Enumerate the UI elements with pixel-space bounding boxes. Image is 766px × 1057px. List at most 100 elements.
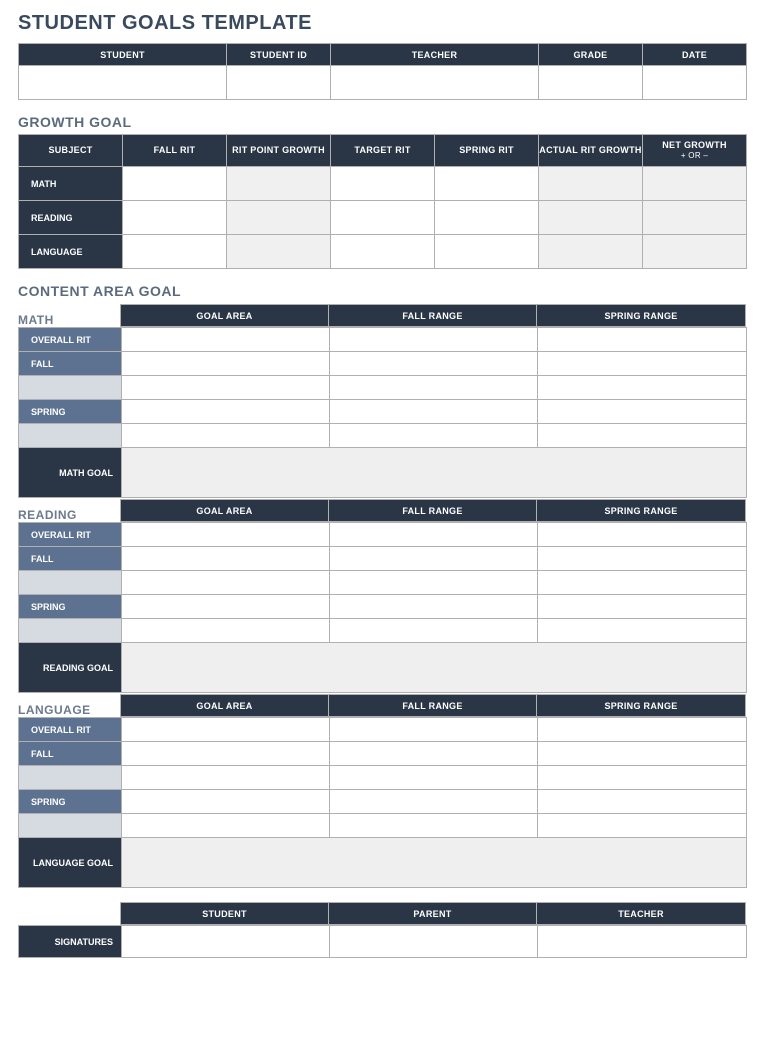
content-cell[interactable] [122, 814, 330, 838]
sig-cell-teacher[interactable] [538, 926, 747, 958]
content-cell[interactable] [538, 352, 747, 376]
growth-cell[interactable] [331, 235, 435, 269]
content-cell[interactable] [538, 376, 747, 400]
content-cell[interactable] [330, 400, 538, 424]
rowlabel-overall-rit: OVERALL RIT [19, 718, 122, 742]
net-growth-label: NET GROWTH [662, 140, 727, 150]
content-cell[interactable] [330, 523, 538, 547]
growth-cell[interactable] [539, 167, 643, 201]
content-cell[interactable] [122, 619, 330, 643]
growth-cell[interactable] [643, 235, 747, 269]
content-language-block: LANGUAGE GOAL AREA FALL RANGE SPRING RAN… [18, 693, 748, 888]
content-cell[interactable] [122, 742, 330, 766]
growth-cell[interactable] [123, 201, 227, 235]
language-goal-cell[interactable] [122, 838, 747, 888]
info-cell-grade[interactable] [539, 66, 643, 100]
content-cell[interactable] [330, 790, 538, 814]
content-cell[interactable] [122, 424, 330, 448]
reading-goal-cell[interactable] [122, 643, 747, 693]
content-cell[interactable] [538, 595, 747, 619]
content-cell[interactable] [122, 790, 330, 814]
content-cell[interactable] [330, 742, 538, 766]
content-cell[interactable] [330, 595, 538, 619]
growth-cell[interactable] [227, 201, 331, 235]
info-cell-student-id[interactable] [227, 66, 331, 100]
content-cell[interactable] [330, 547, 538, 571]
growth-cell[interactable] [539, 201, 643, 235]
growth-cell[interactable] [643, 201, 747, 235]
content-cell[interactable] [538, 619, 747, 643]
subject-title-language: LANGUAGE [18, 703, 121, 717]
content-cell[interactable] [122, 328, 330, 352]
growth-cell[interactable] [331, 167, 435, 201]
content-cell[interactable] [330, 619, 538, 643]
content-cell[interactable] [330, 352, 538, 376]
growth-cell[interactable] [435, 201, 539, 235]
content-body-math: OVERALL RIT FALL SPRING MATH GOAL [18, 327, 747, 498]
rowlabel-spring: SPRING [19, 400, 122, 424]
growth-cell[interactable] [435, 235, 539, 269]
content-cell[interactable] [330, 571, 538, 595]
growth-rowlabel-reading: READING [19, 201, 123, 235]
info-header-student: STUDENT [19, 44, 227, 66]
growth-cell[interactable] [123, 167, 227, 201]
info-header-date: DATE [643, 44, 747, 66]
growth-header-subject: SUBJECT [19, 135, 123, 167]
growth-cell[interactable] [435, 167, 539, 201]
growth-cell[interactable] [227, 235, 331, 269]
content-cell[interactable] [538, 400, 747, 424]
growth-rowlabel-language: LANGUAGE [19, 235, 123, 269]
growth-rowlabel-math: MATH [19, 167, 123, 201]
content-cell[interactable] [330, 718, 538, 742]
content-header-spring-range: SPRING RANGE [537, 695, 746, 717]
growth-cell[interactable] [331, 201, 435, 235]
content-cell[interactable] [122, 766, 330, 790]
content-cell[interactable] [122, 523, 330, 547]
content-cell[interactable] [538, 790, 747, 814]
growth-cell[interactable] [123, 235, 227, 269]
rowlabel-fall: FALL [19, 742, 122, 766]
info-cell-teacher[interactable] [331, 66, 539, 100]
rowlabel-fall: FALL [19, 352, 122, 376]
content-cell[interactable] [538, 424, 747, 448]
rowlabel-blank [19, 424, 122, 448]
content-cell[interactable] [538, 742, 747, 766]
content-header-fall-range: FALL RANGE [329, 305, 537, 327]
content-cell[interactable] [122, 595, 330, 619]
growth-cell[interactable] [643, 167, 747, 201]
signatures-label: SIGNATURES [19, 926, 122, 958]
content-cell[interactable] [538, 571, 747, 595]
content-cell[interactable] [330, 376, 538, 400]
sig-cell-parent[interactable] [330, 926, 538, 958]
growth-section-title: GROWTH GOAL [18, 114, 748, 130]
content-cell[interactable] [330, 766, 538, 790]
content-cell[interactable] [538, 766, 747, 790]
growth-header-net-growth: NET GROWTH + OR – [643, 135, 747, 167]
content-cell[interactable] [538, 814, 747, 838]
content-cell[interactable] [122, 352, 330, 376]
content-cell[interactable] [538, 523, 747, 547]
rowlabel-fall: FALL [19, 547, 122, 571]
info-cell-date[interactable] [643, 66, 747, 100]
growth-goal-table: SUBJECT FALL RIT RIT POINT GROWTH TARGET… [18, 134, 747, 269]
growth-cell[interactable] [227, 167, 331, 201]
rowlabel-blank [19, 376, 122, 400]
content-cell[interactable] [330, 424, 538, 448]
growth-cell[interactable] [539, 235, 643, 269]
content-cell[interactable] [330, 328, 538, 352]
content-cell[interactable] [538, 547, 747, 571]
content-cell[interactable] [330, 814, 538, 838]
content-cell[interactable] [538, 328, 747, 352]
content-cell[interactable] [122, 376, 330, 400]
content-cell[interactable] [122, 547, 330, 571]
math-goal-cell[interactable] [122, 448, 747, 498]
net-growth-subline: + OR – [643, 151, 746, 161]
info-cell-student[interactable] [19, 66, 227, 100]
content-header-reading: GOAL AREA FALL RANGE SPRING RANGE [120, 499, 746, 522]
content-cell[interactable] [122, 400, 330, 424]
sig-cell-student[interactable] [122, 926, 330, 958]
content-header-language: GOAL AREA FALL RANGE SPRING RANGE [120, 694, 746, 717]
content-cell[interactable] [122, 571, 330, 595]
content-cell[interactable] [122, 718, 330, 742]
content-cell[interactable] [538, 718, 747, 742]
